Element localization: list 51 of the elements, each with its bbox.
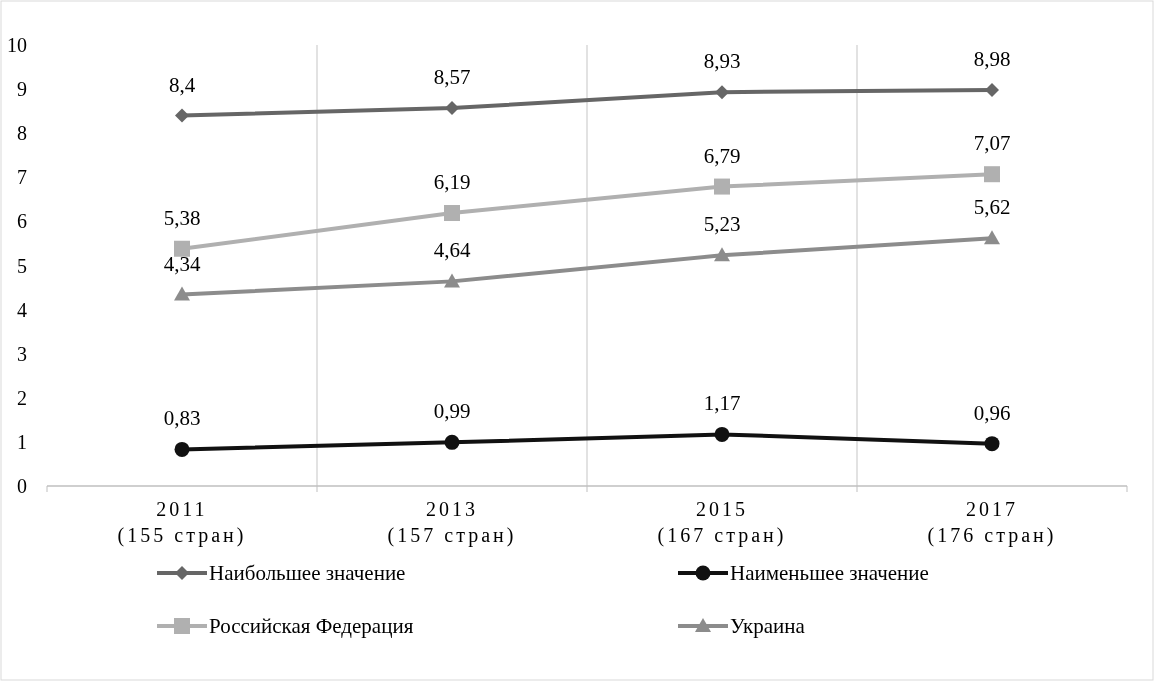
y-tick-label: 0 <box>17 475 27 497</box>
data-label: 4,34 <box>163 251 201 276</box>
y-tick-label: 1 <box>17 430 27 453</box>
point <box>444 434 460 450</box>
point <box>445 101 459 116</box>
point <box>714 178 730 195</box>
data-label: 8,57 <box>433 65 471 90</box>
x-tick-label: 2017 (176 стран) <box>927 498 1057 547</box>
data-label: 0,99 <box>433 399 471 424</box>
point <box>985 82 999 97</box>
point <box>984 230 1000 245</box>
data-label: 5,23 <box>703 212 741 237</box>
data-label: 6,19 <box>433 170 471 195</box>
y-tick-label: 3 <box>17 342 27 365</box>
point <box>714 426 730 442</box>
data-label: 5,38 <box>163 205 201 230</box>
legend-label: Наибольшее значение <box>209 561 406 586</box>
point <box>444 273 460 288</box>
data-label: 8,98 <box>973 46 1011 71</box>
point <box>715 85 729 100</box>
point <box>444 205 460 222</box>
legend-label: Украина <box>730 614 806 639</box>
point <box>984 436 1000 452</box>
y-tick-label: 6 <box>17 210 27 233</box>
point <box>175 108 189 123</box>
data-label: 0,96 <box>973 400 1011 425</box>
data-label: 1,17 <box>703 391 741 416</box>
x-tick-label: 2015 (167 стран) <box>657 498 787 547</box>
data-label: 0,83 <box>163 406 201 431</box>
data-label: 6,79 <box>703 143 741 168</box>
y-tick-label: 2 <box>17 386 27 409</box>
x-tick-label: 2011 (155 стран) <box>117 498 247 547</box>
point <box>174 240 190 257</box>
x-tick-label: 2013 (157 стран) <box>387 498 517 547</box>
point <box>714 247 730 262</box>
y-tick-label: 5 <box>17 254 27 277</box>
legend-label: Российская Федерация <box>209 614 414 639</box>
y-tick-label: 7 <box>17 166 27 189</box>
data-label: 5,62 <box>973 195 1011 220</box>
point <box>984 166 1000 183</box>
point <box>174 441 190 457</box>
data-label: 4,64 <box>433 238 471 263</box>
y-tick-label: 4 <box>17 298 27 321</box>
data-label: 8,93 <box>703 49 741 74</box>
y-tick-label: 10 <box>7 34 27 56</box>
data-label: 7,07 <box>973 131 1011 156</box>
legend-label: Наименьшее значение <box>730 561 929 586</box>
point <box>174 286 190 301</box>
data-label: 8,4 <box>168 72 196 97</box>
y-tick-label: 8 <box>17 122 27 145</box>
y-tick-label: 9 <box>17 78 27 101</box>
